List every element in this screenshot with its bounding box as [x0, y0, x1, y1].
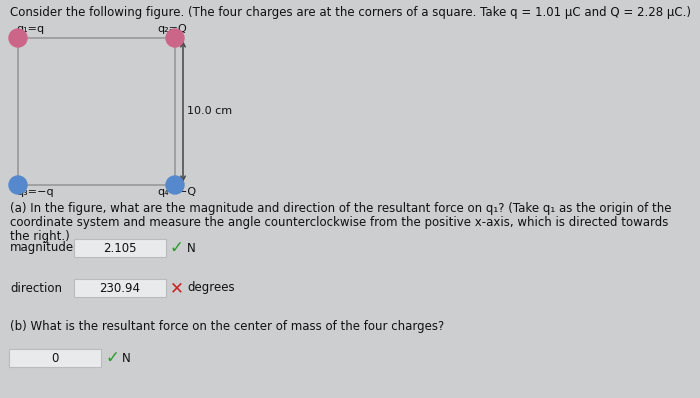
Text: coordinate system and measure the angle counterclockwise from the positive x-axi: coordinate system and measure the angle … — [10, 216, 668, 229]
Text: direction: direction — [10, 281, 62, 295]
FancyBboxPatch shape — [9, 349, 101, 367]
Text: q₁=q: q₁=q — [16, 24, 44, 34]
Text: ✕: ✕ — [170, 279, 184, 297]
Text: 10.0 cm: 10.0 cm — [187, 107, 232, 117]
Text: degrees: degrees — [187, 281, 234, 295]
Text: ✓: ✓ — [170, 239, 184, 257]
Text: 0: 0 — [51, 351, 59, 365]
Text: (a) In the figure, what are the magnitude and direction of the resultant force o: (a) In the figure, what are the magnitud… — [10, 202, 671, 215]
Text: magnitude: magnitude — [10, 242, 74, 254]
Text: q₃=−q: q₃=−q — [16, 187, 54, 197]
Text: 230.94: 230.94 — [99, 281, 141, 295]
Circle shape — [166, 29, 184, 47]
Text: q₄=−Q: q₄=−Q — [157, 187, 196, 197]
Text: N: N — [187, 242, 196, 254]
Text: N: N — [122, 351, 131, 365]
FancyBboxPatch shape — [74, 239, 166, 257]
Circle shape — [9, 29, 27, 47]
FancyBboxPatch shape — [74, 279, 166, 297]
Text: Consider the following figure. (The four charges are at the corners of a square.: Consider the following figure. (The four… — [10, 6, 691, 19]
Text: q₂=Q: q₂=Q — [157, 24, 187, 34]
Text: 2.105: 2.105 — [104, 242, 136, 254]
Text: (b) What is the resultant force on the center of mass of the four charges?: (b) What is the resultant force on the c… — [10, 320, 444, 333]
Circle shape — [9, 176, 27, 194]
Text: the right.): the right.) — [10, 230, 70, 243]
Text: ✓: ✓ — [105, 349, 119, 367]
Circle shape — [166, 176, 184, 194]
